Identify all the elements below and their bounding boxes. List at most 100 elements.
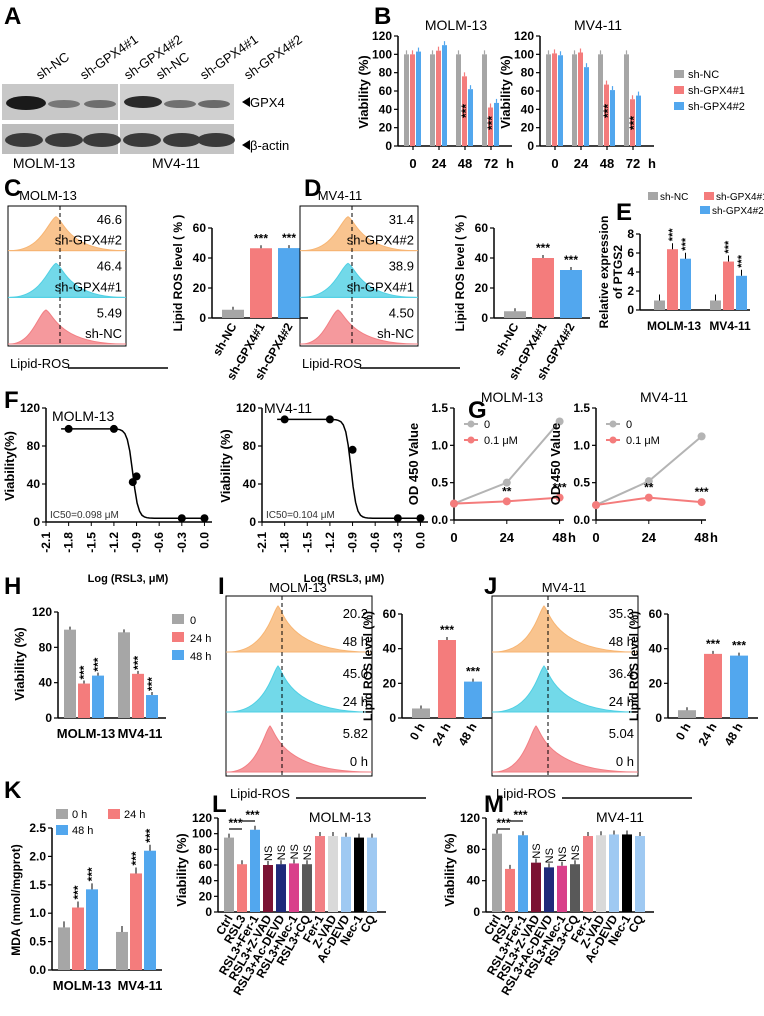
y-tick-label: 80 <box>521 66 535 80</box>
data-point <box>132 472 141 481</box>
flow-frame <box>7 205 127 347</box>
x-tick-label: 24 <box>574 156 589 171</box>
panel-letter-I: I <box>218 573 225 600</box>
legend-label: sh-GPX4#1 <box>716 192 764 203</box>
legend-marker <box>467 420 475 428</box>
legend-label: sh-GPX4#2 <box>712 206 764 217</box>
fit-curve <box>277 418 425 519</box>
x-axis-label: Lipid-ROS <box>496 786 556 801</box>
flow-frame <box>225 595 373 777</box>
y-tick-label: 40 <box>199 874 213 888</box>
panel-letter-K: K <box>4 777 22 804</box>
panel-letter-L: L <box>212 791 227 818</box>
y-tick-label: 80 <box>243 439 257 453</box>
data-point <box>177 514 186 523</box>
y-tick-label: 2.0 <box>29 849 46 863</box>
legend-swatch <box>172 614 184 624</box>
legend-swatch <box>56 825 68 835</box>
bar <box>667 249 678 310</box>
band <box>123 133 161 147</box>
arrow-icon <box>242 140 250 150</box>
bar <box>482 54 487 147</box>
bar <box>263 865 273 912</box>
y-axis-label: Viability (%) <box>218 429 233 502</box>
legend-swatch <box>108 809 120 819</box>
band <box>163 133 201 147</box>
significance-mark: *** <box>706 637 720 651</box>
significance-mark: *** <box>466 665 480 679</box>
chart-title: MOLM-13 <box>481 389 543 405</box>
ns-mark: NS <box>289 844 301 859</box>
panel-a-western-blot: sh-NC sh-GPX4#1sh-GPX4#2sh-NC sh-GPX4#1sh-… <box>2 32 305 171</box>
x-tick-label: -2.1 <box>255 532 269 553</box>
bar <box>723 261 734 310</box>
bar <box>289 863 299 912</box>
y-tick-label: 0 <box>205 905 212 919</box>
panel-j-flow: MV4-11 48 h 35.3 24 h 36.4 0 h 5.04 Lipid-ROS <box>491 580 692 801</box>
y-tick-label: 1.0 <box>573 438 590 452</box>
x-tick-label: sh-NC <box>210 320 240 358</box>
significance-mark: *** <box>129 851 143 865</box>
data-point <box>592 501 600 510</box>
y-tick-label: 1.0 <box>431 438 448 452</box>
bar <box>468 89 473 146</box>
bar <box>130 873 142 970</box>
significance-mark: *** <box>71 885 85 899</box>
y-tick-label: 0 <box>527 139 534 153</box>
bar <box>518 835 528 912</box>
legend-label: 24 h <box>124 809 145 821</box>
histogram <box>227 725 371 773</box>
legend-swatch <box>674 102 684 110</box>
x-tick-label: 0.0 <box>197 532 211 549</box>
legend-swatch <box>172 632 184 642</box>
y-tick-label: 0 <box>199 311 206 325</box>
significance-mark: *** <box>91 657 105 671</box>
y-tick-label: 0.0 <box>431 513 448 527</box>
bar <box>224 837 234 912</box>
bar <box>596 835 606 912</box>
y-tick-label: 40 <box>379 102 393 116</box>
cell-line-label: MOLM-13 <box>13 155 75 171</box>
y-tick-label: 0.0 <box>573 513 590 527</box>
x-tick-label: 48 <box>600 156 614 171</box>
bar <box>78 683 90 718</box>
panel-letter-J: J <box>484 573 497 600</box>
y-tick-label: 1.5 <box>29 878 46 892</box>
ns-mark: NS <box>276 845 288 860</box>
significance-mark: *** <box>440 623 454 637</box>
significance-mark: *** <box>85 867 99 881</box>
bar <box>558 55 563 146</box>
bar <box>367 837 377 912</box>
bar <box>58 927 70 970</box>
y-axis-label: Viability (%) <box>174 833 189 906</box>
bar <box>704 653 722 718</box>
y-tick-label: 20 <box>199 889 213 903</box>
percent-value: 36.4 <box>609 666 634 681</box>
x-tick-label: MOLM-13 <box>57 726 116 741</box>
y-axis-label: OD 450 Value <box>406 423 421 505</box>
y-tick-label: 2.5 <box>29 821 46 835</box>
significance-mark: *** <box>695 485 709 499</box>
y-tick-label: 0.5 <box>29 935 46 949</box>
chart-title: MV4-11 <box>596 809 644 825</box>
histogram <box>227 605 371 653</box>
y-axis-label: MDA (nmol/mgprot) <box>9 844 23 956</box>
x-tick-label: MOLM-13 <box>53 978 112 993</box>
bar <box>598 54 603 147</box>
data-point <box>555 493 564 502</box>
significance-mark: *** <box>553 481 567 495</box>
bar <box>341 836 351 912</box>
bar <box>678 710 696 718</box>
x-tick-label: -1.8 <box>278 532 292 553</box>
bar <box>636 95 641 146</box>
bar <box>710 300 721 310</box>
chart-title: MOLM-13 <box>309 809 371 825</box>
bar <box>278 248 300 318</box>
bar <box>570 864 580 912</box>
y-tick-label: 1.5 <box>431 401 448 415</box>
bar <box>583 836 593 912</box>
legend-label: sh-NC <box>688 69 719 81</box>
significance-mark: *** <box>601 104 615 118</box>
x-tick-label: -0.3 <box>175 532 189 553</box>
